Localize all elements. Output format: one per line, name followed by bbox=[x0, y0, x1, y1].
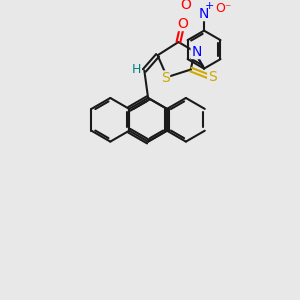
Text: O⁻: O⁻ bbox=[216, 2, 232, 15]
Text: N: N bbox=[191, 44, 202, 58]
Text: S: S bbox=[208, 70, 217, 84]
Text: O: O bbox=[177, 16, 188, 31]
Text: O: O bbox=[181, 0, 191, 12]
Text: H: H bbox=[132, 63, 141, 76]
Text: S: S bbox=[161, 71, 170, 85]
Text: N: N bbox=[199, 7, 209, 21]
Text: +: + bbox=[205, 1, 214, 11]
